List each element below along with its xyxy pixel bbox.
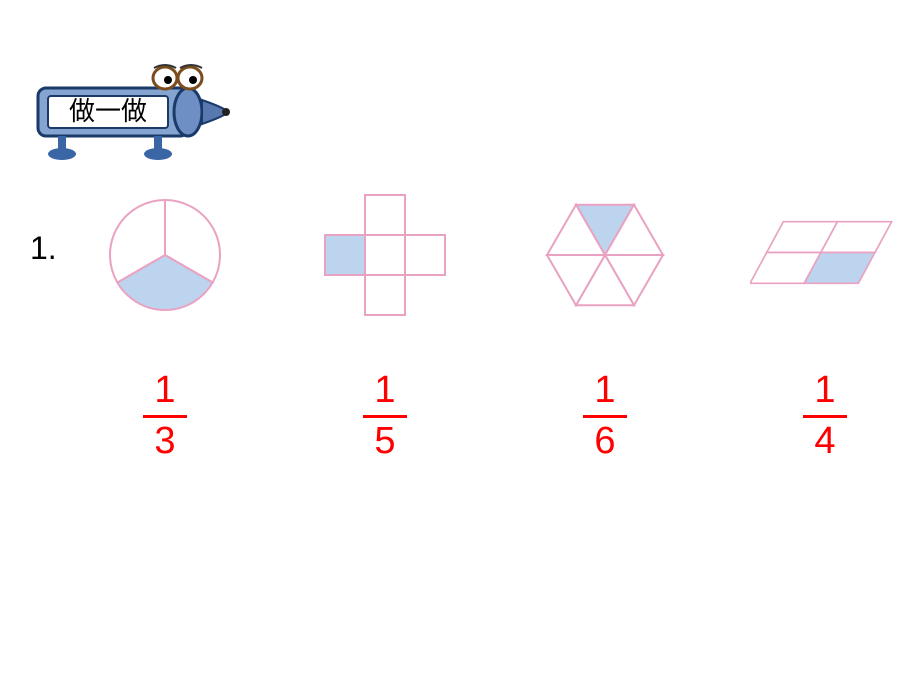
fraction-numerator: 1 — [588, 370, 621, 412]
fraction-3: 1 6 — [530, 370, 680, 463]
plus-fifths-svg — [315, 185, 455, 325]
circle-thirds-svg — [100, 190, 230, 320]
shape-plus-fifths — [310, 180, 460, 330]
fractions-row: 1 3 1 5 1 6 1 4 — [90, 370, 900, 463]
fraction-2: 1 5 — [310, 370, 460, 463]
mascot-end — [174, 88, 202, 136]
mascot-svg: 做一做 — [30, 60, 250, 170]
fraction-display: 1 6 — [583, 370, 627, 463]
fraction-bar — [583, 415, 627, 418]
fraction-display: 1 3 — [143, 370, 187, 463]
mascot-nose-tip — [222, 108, 230, 116]
hexagon-sixths-svg — [535, 185, 675, 325]
fraction-bar — [803, 415, 847, 418]
mascot-label-text: 做一做 — [69, 97, 147, 126]
fraction-numerator: 1 — [148, 370, 181, 412]
fraction-bar — [143, 415, 187, 418]
fraction-4: 1 4 — [750, 370, 900, 463]
shape-hexagon-sixths — [530, 180, 680, 330]
shapes-row — [90, 180, 900, 330]
fraction-numerator: 1 — [368, 370, 401, 412]
rhombus-quarters-svg — [750, 200, 900, 310]
shape-circle-thirds — [90, 180, 240, 330]
mascot-eyes — [153, 65, 202, 89]
fraction-bar — [363, 415, 407, 418]
fraction-denominator: 4 — [808, 421, 841, 463]
fraction-denominator: 6 — [588, 421, 621, 463]
problem-number: 1. — [30, 230, 57, 267]
fraction-1: 1 3 — [90, 370, 240, 463]
shape-rhombus-quarters — [750, 180, 900, 330]
fraction-denominator: 5 — [368, 421, 401, 463]
fraction-numerator: 1 — [808, 370, 841, 412]
fraction-denominator: 3 — [148, 421, 181, 463]
fraction-display: 1 5 — [363, 370, 407, 463]
mascot-feet — [48, 136, 172, 160]
mascot-header: 做一做 — [30, 60, 250, 175]
fraction-display: 1 4 — [803, 370, 847, 463]
